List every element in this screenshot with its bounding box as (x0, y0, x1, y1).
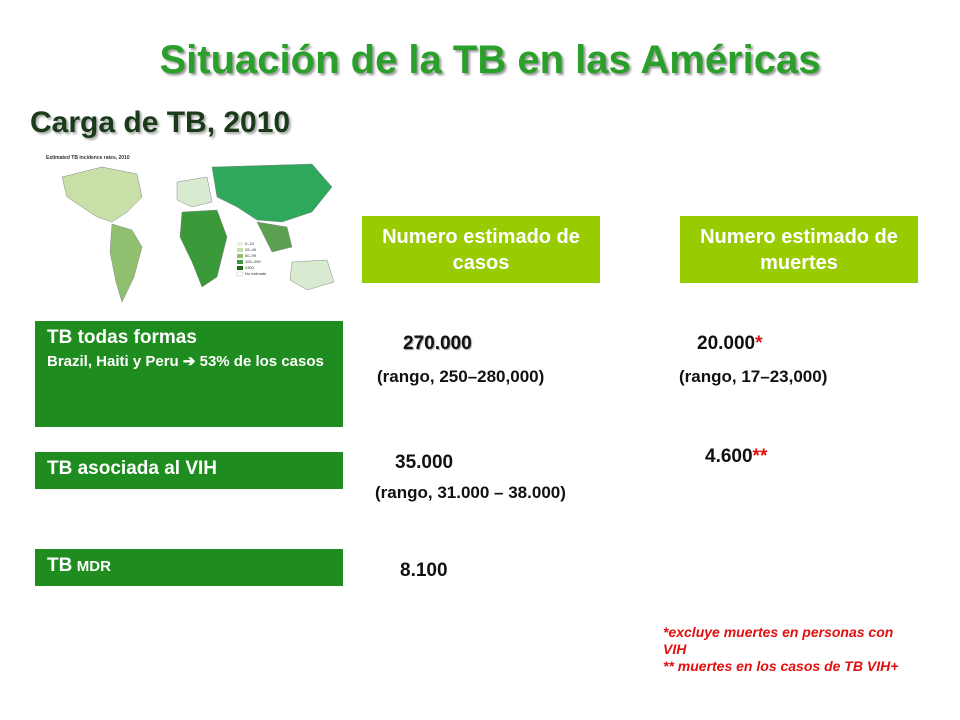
row-label-box: TB MDR (35, 549, 343, 586)
map-title: Estimated TB incidence rates, 2010 (46, 155, 130, 161)
footnote: *excluye muertes en personas con VIH (663, 624, 894, 657)
map-legend: 50–99 (245, 253, 257, 258)
row-note: Brazil, Haiti y Peru ➔ 53% de los casos (47, 353, 324, 370)
cases-value: 8.100 (400, 560, 448, 581)
footnotes: *excluye muertes en personas con VIH ** … (663, 624, 908, 675)
column-header: Numero estimado de casos (362, 216, 600, 283)
footnote: ** muertes en los casos de TB VIH+ (663, 658, 899, 674)
deaths-number: 20.000 (697, 333, 756, 354)
slide-title: Situación de la TB en las Américas (159, 38, 821, 82)
map-legend: No estimate (245, 271, 267, 276)
map-legend: 25–49 (245, 247, 257, 252)
row-label-small: MDR (76, 558, 111, 575)
deaths-value: 4.600** (705, 446, 767, 468)
row-label: TB todas formas (47, 327, 197, 348)
deaths-footnote-mark: ** (752, 446, 768, 467)
map-legend: ≥300 (245, 265, 255, 270)
cases-range: (rango, 31.000 – 38.000) (375, 483, 566, 502)
world-map: Estimated TB incidence rates, 2010 0–24 … (42, 152, 348, 312)
row-label-box: TB todas formas Brazil, Haiti y Peru ➔ 5… (35, 321, 343, 427)
deaths-value: 20.000* (697, 333, 763, 355)
cases-range: (rango, 250–280,000) (377, 367, 545, 386)
row-label-box: TB asociada al VIH (35, 452, 343, 489)
map-legend: 0–24 (245, 241, 255, 246)
row-label: TB asociada al VIH (47, 458, 218, 479)
cases-value: 35.000 (395, 452, 454, 473)
slide-subtitle: Carga de TB, 2010 (30, 106, 291, 139)
column-header: Numero estimado de muertes (680, 216, 918, 283)
map-legend: 100–299 (245, 259, 261, 264)
cases-value: 270.000 (403, 333, 472, 354)
deaths-footnote-mark: * (755, 333, 763, 354)
deaths-number: 4.600 (705, 446, 753, 467)
row-label: TB (47, 555, 73, 576)
deaths-range: (rango, 17–23,000) (679, 367, 828, 386)
